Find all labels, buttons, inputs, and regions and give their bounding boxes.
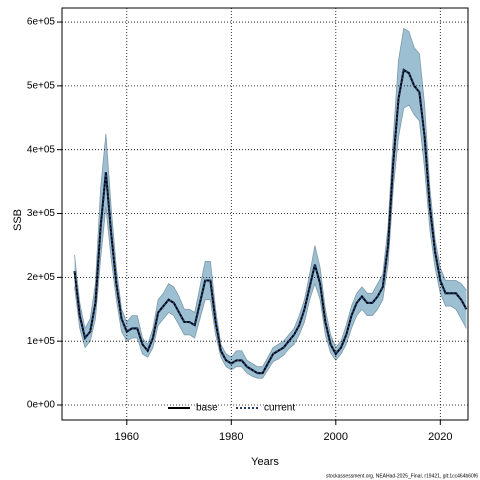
- x-axis-label: Years: [251, 456, 279, 468]
- y-tick-label: 1e+05: [27, 336, 56, 347]
- band-edge: [74, 104, 467, 379]
- y-tick-label: 2e+05: [27, 272, 56, 283]
- y-tick-label: 4e+05: [27, 144, 56, 155]
- series-line: [73, 68, 468, 375]
- y-tick-label: 0e+00: [27, 400, 56, 411]
- x-tick-label: 1960: [115, 431, 139, 443]
- legend-label: current: [264, 403, 295, 414]
- y-axis-label: SSB: [12, 209, 24, 231]
- legend-label: base: [196, 403, 218, 414]
- y-tick-label: 3e+05: [27, 208, 56, 219]
- band-edge: [74, 27, 467, 368]
- x-tick-label: 2020: [428, 431, 452, 443]
- x-tick-label: 1980: [219, 431, 243, 443]
- y-tick-label: 5e+05: [27, 81, 56, 92]
- footer: stockassessment.org, NEAHad-2025_Final, …: [326, 473, 478, 479]
- x-tick-label: 2000: [324, 431, 348, 443]
- confidence-band: [74, 28, 467, 379]
- y-tick-label: 6e+05: [27, 17, 56, 28]
- plot-frame: [61, 7, 469, 421]
